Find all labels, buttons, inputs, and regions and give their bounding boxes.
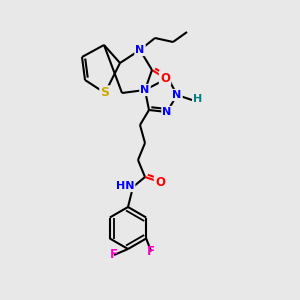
Text: O: O [155, 176, 165, 188]
Text: N: N [162, 107, 172, 117]
Text: S: S [100, 86, 109, 100]
Text: F: F [110, 248, 118, 262]
Text: N: N [135, 45, 145, 55]
Text: N: N [140, 85, 150, 95]
Text: O: O [160, 71, 170, 85]
Text: H: H [194, 94, 202, 104]
Text: HN: HN [116, 181, 134, 191]
Text: F: F [147, 245, 155, 258]
Text: N: N [172, 90, 182, 100]
